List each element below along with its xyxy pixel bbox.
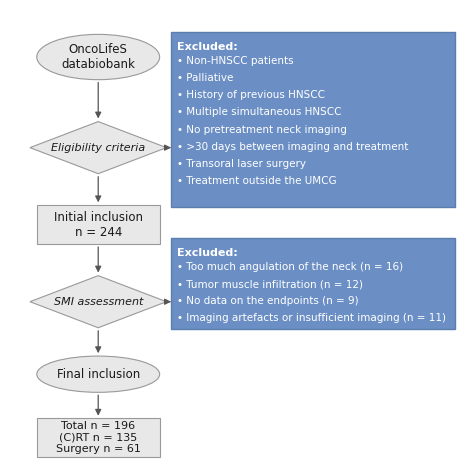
- Text: OncoLifeS
databiobank: OncoLifeS databiobank: [61, 43, 135, 71]
- Text: • >30 days between imaging and treatment: • >30 days between imaging and treatment: [177, 142, 409, 152]
- Text: • Imaging artefacts or insufficient imaging (n = 11): • Imaging artefacts or insufficient imag…: [177, 313, 447, 323]
- Text: • No pretreatment neck imaging: • No pretreatment neck imaging: [177, 125, 347, 135]
- Ellipse shape: [37, 34, 160, 80]
- FancyBboxPatch shape: [37, 205, 160, 244]
- Text: • No data on the endpoints (n = 9): • No data on the endpoints (n = 9): [177, 296, 359, 306]
- Text: • Treatment outside the UMCG: • Treatment outside the UMCG: [177, 176, 337, 186]
- Text: Excluded:: Excluded:: [177, 248, 238, 258]
- Text: • Transoral laser surgery: • Transoral laser surgery: [177, 159, 306, 169]
- Text: Eligibility criteria: Eligibility criteria: [51, 143, 146, 152]
- FancyBboxPatch shape: [171, 32, 456, 207]
- Ellipse shape: [37, 356, 160, 392]
- Text: • Too much angulation of the neck (n = 16): • Too much angulation of the neck (n = 1…: [177, 262, 403, 272]
- Text: • Palliative: • Palliative: [177, 73, 234, 83]
- Text: • Multiple simultaneous HNSCC: • Multiple simultaneous HNSCC: [177, 107, 342, 118]
- Text: • Tumor muscle infiltration (n = 12): • Tumor muscle infiltration (n = 12): [177, 279, 364, 289]
- Text: • Non-HNSCC patients: • Non-HNSCC patients: [177, 56, 294, 66]
- Text: Total n = 196
(C)RT n = 135
Surgery n = 61: Total n = 196 (C)RT n = 135 Surgery n = …: [56, 421, 141, 454]
- Text: Final inclusion: Final inclusion: [56, 368, 140, 381]
- Text: SMI assessment: SMI assessment: [54, 297, 143, 307]
- Text: • History of previous HNSCC: • History of previous HNSCC: [177, 90, 325, 100]
- FancyBboxPatch shape: [37, 418, 160, 457]
- Polygon shape: [30, 276, 166, 328]
- Polygon shape: [30, 122, 166, 174]
- Text: Excluded:: Excluded:: [177, 42, 238, 52]
- FancyBboxPatch shape: [171, 238, 456, 329]
- Text: Initial inclusion
n = 244: Initial inclusion n = 244: [54, 211, 143, 239]
